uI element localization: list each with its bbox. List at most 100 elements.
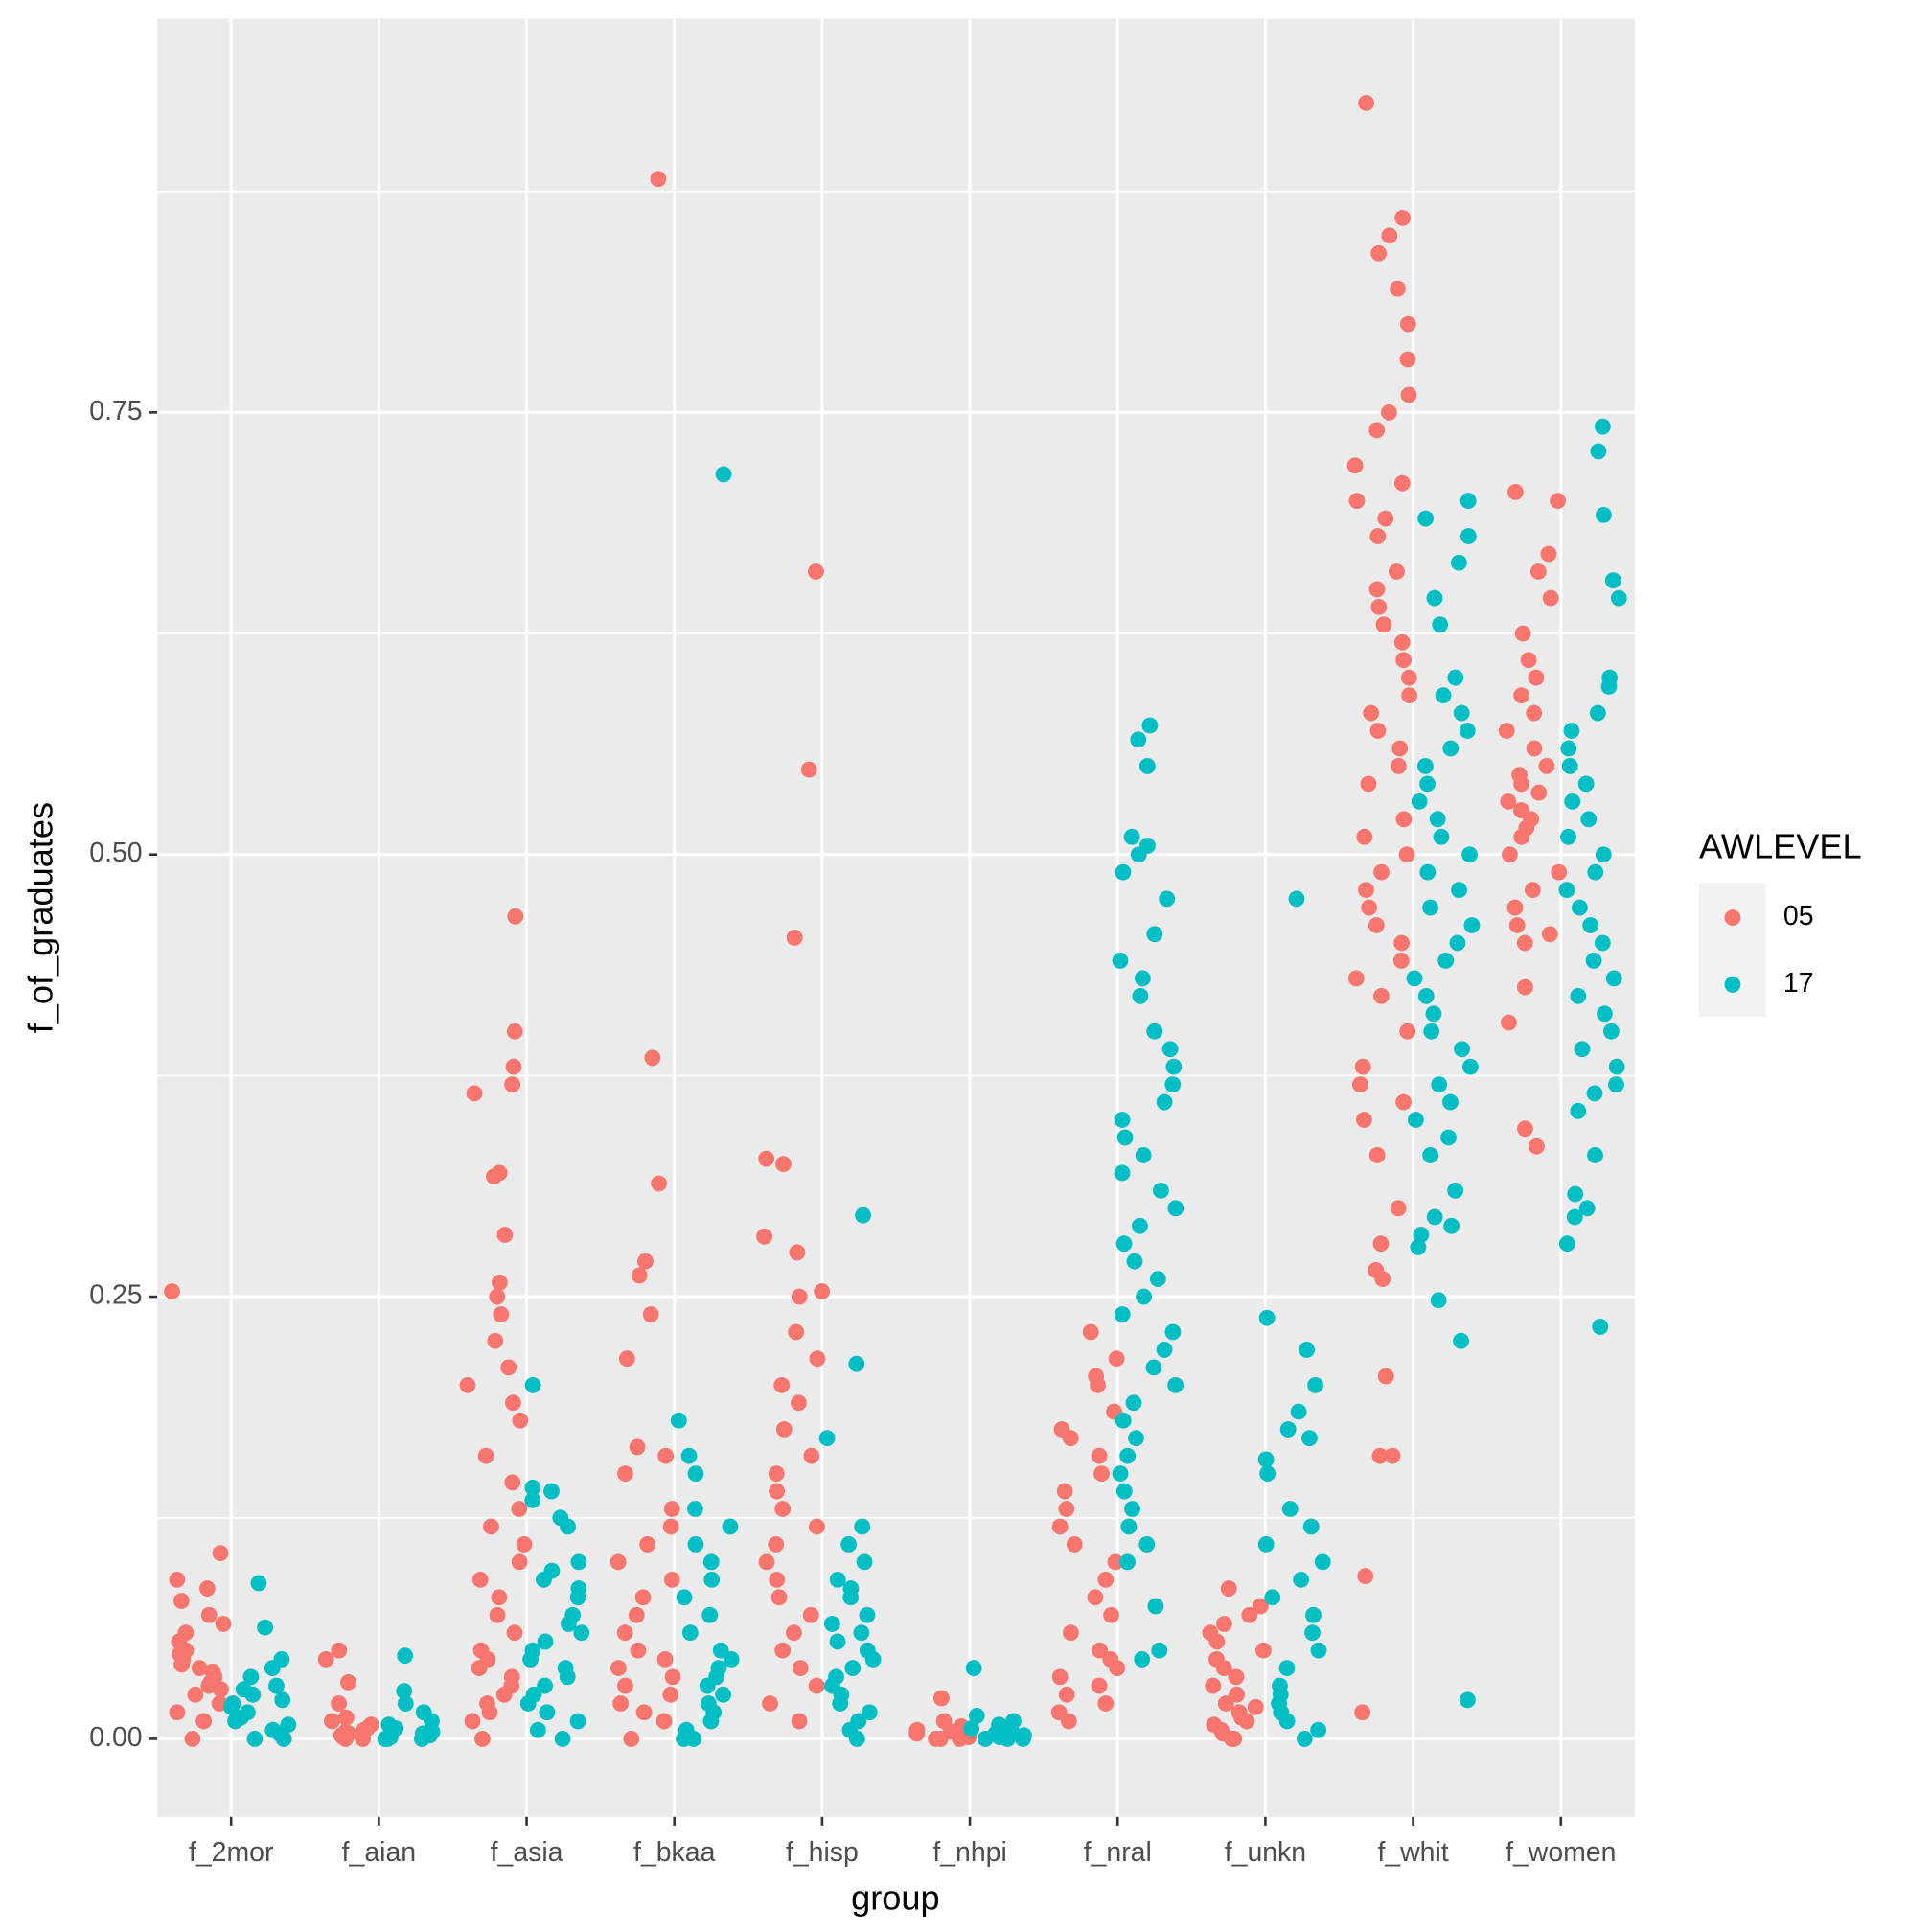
point (244, 1686, 262, 1703)
point (1393, 474, 1411, 492)
point (1395, 652, 1413, 669)
point (610, 1553, 627, 1571)
point (1447, 1182, 1463, 1199)
point (1301, 1430, 1318, 1447)
point (618, 1350, 635, 1368)
point (773, 1376, 791, 1393)
point (1567, 1185, 1584, 1203)
point (1406, 970, 1423, 987)
point (1058, 1686, 1075, 1703)
point (506, 1624, 523, 1642)
point (656, 1713, 673, 1730)
legend-key-background (1699, 883, 1766, 1017)
point (792, 1660, 809, 1677)
point (187, 1686, 204, 1703)
point (616, 1624, 633, 1642)
point (1395, 1093, 1413, 1111)
point (963, 1719, 980, 1736)
point (246, 1731, 264, 1747)
point (529, 1721, 546, 1738)
point (1346, 457, 1364, 474)
point (1393, 934, 1411, 952)
point (495, 1686, 513, 1703)
point (848, 1731, 865, 1747)
point (663, 1501, 680, 1517)
point (1586, 1085, 1603, 1102)
point (786, 1624, 802, 1642)
point (1580, 811, 1598, 828)
point (396, 1683, 413, 1700)
point (1526, 704, 1543, 722)
point (1413, 1227, 1430, 1243)
point (1528, 669, 1545, 686)
legend-label: 17 (1783, 968, 1814, 999)
point (1447, 669, 1464, 686)
point (459, 1376, 476, 1393)
point (1391, 758, 1407, 774)
point (1595, 846, 1612, 863)
point (1395, 811, 1413, 828)
point (829, 1633, 846, 1650)
point (537, 1677, 553, 1694)
point (715, 466, 732, 483)
point (1582, 917, 1599, 933)
point (487, 1332, 504, 1349)
point (169, 1571, 186, 1588)
point (1278, 1660, 1296, 1677)
point (1426, 589, 1443, 607)
point (1082, 1323, 1099, 1341)
point (1302, 1518, 1320, 1535)
point (505, 1058, 522, 1075)
point (264, 1660, 281, 1677)
point (1438, 953, 1455, 969)
point (1574, 1041, 1591, 1058)
point (1103, 1606, 1119, 1623)
point (569, 1713, 586, 1730)
point (656, 1650, 674, 1668)
point (1216, 1616, 1232, 1632)
point (1307, 1376, 1323, 1393)
point (965, 1660, 982, 1677)
point (853, 1624, 870, 1642)
point (466, 1085, 483, 1102)
point (1112, 1465, 1129, 1483)
point (1109, 1660, 1126, 1677)
point (703, 1571, 721, 1588)
point (1361, 899, 1378, 916)
point (635, 1704, 653, 1721)
point (1453, 704, 1470, 722)
point (1398, 846, 1415, 863)
point (570, 1553, 587, 1571)
point (519, 1695, 537, 1712)
x-axis-title: group (851, 1878, 940, 1918)
point (1390, 1200, 1407, 1217)
point (1453, 1332, 1469, 1349)
point (1401, 687, 1418, 704)
point (859, 1606, 876, 1623)
point (1090, 1376, 1106, 1393)
point (844, 1660, 862, 1677)
point (854, 1518, 871, 1535)
point (1097, 1571, 1115, 1588)
point (1563, 723, 1580, 739)
x-tick-label: f_hisp (786, 1837, 859, 1868)
point (637, 1253, 654, 1270)
point (932, 1690, 950, 1707)
point (472, 1571, 489, 1588)
point (699, 1677, 716, 1694)
point (1399, 351, 1416, 368)
point (1524, 882, 1541, 899)
point (377, 1731, 394, 1747)
point (840, 1536, 858, 1552)
legend-title: AWLEVEL (1699, 827, 1862, 866)
point (1433, 828, 1450, 845)
point (1377, 1368, 1394, 1385)
point (1136, 1288, 1152, 1305)
point (663, 1571, 680, 1588)
point (222, 1698, 240, 1715)
point (1356, 828, 1373, 845)
point (196, 1713, 213, 1730)
point (1399, 315, 1416, 333)
point (1247, 1698, 1264, 1715)
point (1604, 572, 1622, 589)
